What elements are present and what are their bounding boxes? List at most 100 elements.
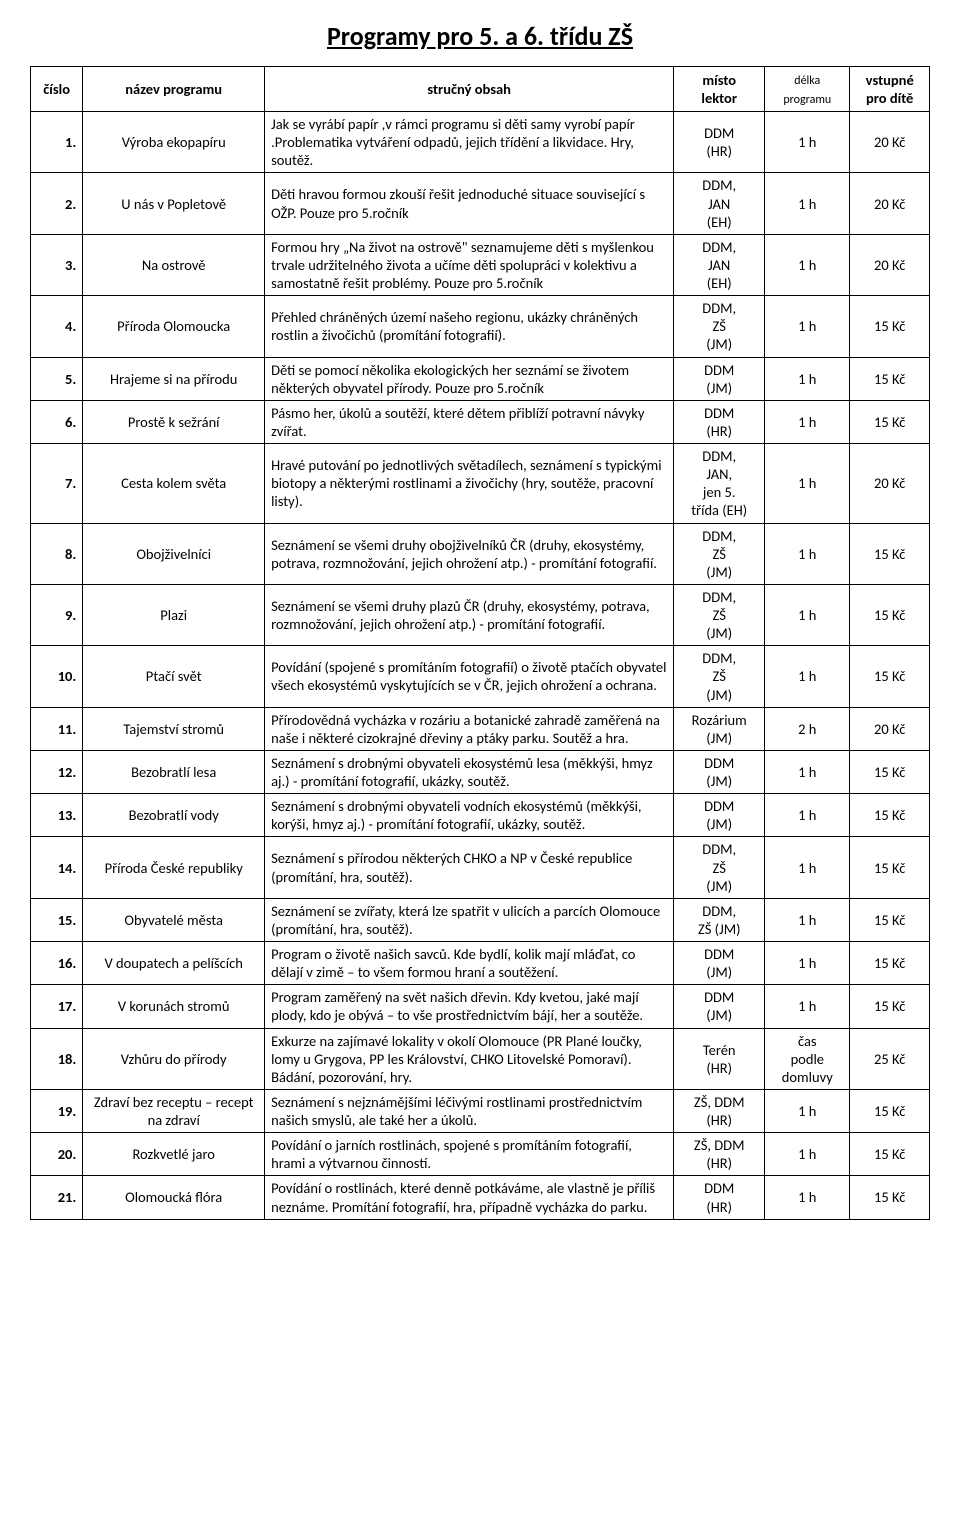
cell-num: 17. bbox=[31, 985, 83, 1028]
table-row: 7.Cesta kolem světaHravé putování po jed… bbox=[31, 444, 930, 524]
cell-name: Tajemství stromů bbox=[83, 707, 265, 750]
cell-price: 15 Kč bbox=[850, 646, 930, 707]
cell-price: 20 Kč bbox=[850, 173, 930, 234]
cell-loc: Terén(HR) bbox=[674, 1028, 765, 1089]
cell-dur: 1 h bbox=[765, 837, 850, 898]
cell-desc: Děti hravou formou zkouší řešit jednoduc… bbox=[265, 173, 674, 234]
cell-num: 3. bbox=[31, 234, 83, 295]
cell-name: Ptačí svět bbox=[83, 646, 265, 707]
cell-loc: DDM,ZŠ(JM) bbox=[674, 646, 765, 707]
cell-dur: 1 h bbox=[765, 112, 850, 173]
cell-desc: Program o životě našich savců. Kde bydlí… bbox=[265, 942, 674, 985]
cell-num: 18. bbox=[31, 1028, 83, 1089]
cell-name: U nás v Popletově bbox=[83, 173, 265, 234]
cell-price: 15 Kč bbox=[850, 584, 930, 645]
programs-table: číslo název programu stručný obsah místo… bbox=[30, 66, 930, 1220]
cell-name: Bezobratlí lesa bbox=[83, 750, 265, 793]
cell-num: 7. bbox=[31, 444, 83, 524]
cell-desc: Seznámení s drobnými obyvateli vodních e… bbox=[265, 794, 674, 837]
cell-price: 15 Kč bbox=[850, 1089, 930, 1132]
table-row: 5.Hrajeme si na příroduDěti se pomocí ně… bbox=[31, 357, 930, 400]
cell-dur: 1 h bbox=[765, 444, 850, 524]
hdr-desc: stručný obsah bbox=[265, 67, 674, 112]
cell-desc: Seznámení s přírodou některých CHKO a NP… bbox=[265, 837, 674, 898]
cell-name: Olomoucká flóra bbox=[83, 1176, 265, 1219]
cell-num: 11. bbox=[31, 707, 83, 750]
cell-desc: Povídání o rostlinách, které denně potká… bbox=[265, 1176, 674, 1219]
cell-dur: 1 h bbox=[765, 357, 850, 400]
hdr-name: název programu bbox=[83, 67, 265, 112]
cell-num: 14. bbox=[31, 837, 83, 898]
cell-price: 15 Kč bbox=[850, 837, 930, 898]
cell-loc: DDM,JAN(EH) bbox=[674, 173, 765, 234]
cell-name: V doupatech a pelíšcích bbox=[83, 942, 265, 985]
cell-name: Bezobratlí vody bbox=[83, 794, 265, 837]
cell-name: Příroda České republiky bbox=[83, 837, 265, 898]
cell-desc: Pásmo her, úkolů a soutěží, které dětem … bbox=[265, 400, 674, 443]
cell-desc: Jak se vyrábí papír ,v rámci programu si… bbox=[265, 112, 674, 173]
table-row: 12.Bezobratlí lesaSeznámení s drobnými o… bbox=[31, 750, 930, 793]
cell-num: 1. bbox=[31, 112, 83, 173]
cell-dur: 1 h bbox=[765, 584, 850, 645]
table-row: 6.Prostě k sežráníPásmo her, úkolů a sou… bbox=[31, 400, 930, 443]
cell-num: 4. bbox=[31, 296, 83, 357]
cell-loc: DDM(JM) bbox=[674, 942, 765, 985]
cell-loc: DDM,ZŠ(JM) bbox=[674, 523, 765, 584]
cell-name: Prostě k sežrání bbox=[83, 400, 265, 443]
table-row: 16.V doupatech a pelíšcíchProgram o živo… bbox=[31, 942, 930, 985]
table-row: 9.PlaziSeznámení se všemi druhy plazů ČR… bbox=[31, 584, 930, 645]
hdr-loc-1: místo bbox=[702, 71, 736, 89]
cell-loc: DDM,ZŠ(JM) bbox=[674, 584, 765, 645]
cell-loc: DDM,JAN(EH) bbox=[674, 234, 765, 295]
cell-desc: Exkurze na zajímavé lokality v okolí Olo… bbox=[265, 1028, 674, 1089]
cell-num: 8. bbox=[31, 523, 83, 584]
table-row: 20.Rozkvetlé jaroPovídání o jarních rost… bbox=[31, 1133, 930, 1176]
cell-dur: 1 h bbox=[765, 942, 850, 985]
cell-desc: Přírodovědná vycházka v rozáriu a botani… bbox=[265, 707, 674, 750]
cell-price: 15 Kč bbox=[850, 523, 930, 584]
table-header-row: číslo název programu stručný obsah místo… bbox=[31, 67, 930, 112]
cell-desc: Seznámení se všemi druhy obojživelníků Č… bbox=[265, 523, 674, 584]
hdr-price: vstupné pro dítě bbox=[850, 67, 930, 112]
cell-dur: 1 h bbox=[765, 750, 850, 793]
table-row: 4.Příroda OlomouckaPřehled chráněných úz… bbox=[31, 296, 930, 357]
cell-dur: 1 h bbox=[765, 898, 850, 941]
table-row: 8.ObojživelníciSeznámení se všemi druhy … bbox=[31, 523, 930, 584]
cell-price: 15 Kč bbox=[850, 1176, 930, 1219]
cell-price: 20 Kč bbox=[850, 234, 930, 295]
cell-price: 20 Kč bbox=[850, 707, 930, 750]
cell-name: Hrajeme si na přírodu bbox=[83, 357, 265, 400]
cell-dur: 1 h bbox=[765, 985, 850, 1028]
cell-num: 19. bbox=[31, 1089, 83, 1132]
cell-price: 15 Kč bbox=[850, 400, 930, 443]
cell-num: 16. bbox=[31, 942, 83, 985]
cell-dur: 1 h bbox=[765, 1089, 850, 1132]
table-row: 11.Tajemství stromůPřírodovědná vycházka… bbox=[31, 707, 930, 750]
table-row: 13.Bezobratlí vodySeznámení s drobnými o… bbox=[31, 794, 930, 837]
table-row: 1.Výroba ekopapíruJak se vyrábí papír ,v… bbox=[31, 112, 930, 173]
page-title: Programy pro 5. a 6. třídu ZŠ bbox=[30, 20, 930, 52]
cell-loc: ZŠ, DDM(HR) bbox=[674, 1089, 765, 1132]
cell-loc: DDM,JAN,jen 5.třída (EH) bbox=[674, 444, 765, 524]
cell-loc: ZŠ, DDM(HR) bbox=[674, 1133, 765, 1176]
cell-price: 20 Kč bbox=[850, 112, 930, 173]
cell-desc: Seznámení s drobnými obyvateli ekosystém… bbox=[265, 750, 674, 793]
cell-loc: DDM,ZŠ(JM) bbox=[674, 296, 765, 357]
cell-num: 20. bbox=[31, 1133, 83, 1176]
cell-desc: Seznámení s nejznámějšími léčivými rostl… bbox=[265, 1089, 674, 1132]
cell-price: 15 Kč bbox=[850, 942, 930, 985]
table-row: 2.U nás v PopletověDěti hravou formou zk… bbox=[31, 173, 930, 234]
cell-loc: DDM(JM) bbox=[674, 750, 765, 793]
cell-dur: 1 h bbox=[765, 234, 850, 295]
cell-dur: 2 h bbox=[765, 707, 850, 750]
hdr-dur-1: délka bbox=[794, 74, 820, 88]
table-row: 17.V korunách stromůProgram zaměřený na … bbox=[31, 985, 930, 1028]
cell-dur: časpodledomluvy bbox=[765, 1028, 850, 1089]
cell-price: 15 Kč bbox=[850, 898, 930, 941]
cell-price: 25 Kč bbox=[850, 1028, 930, 1089]
cell-num: 21. bbox=[31, 1176, 83, 1219]
cell-loc: DDM(JM) bbox=[674, 985, 765, 1028]
cell-dur: 1 h bbox=[765, 646, 850, 707]
cell-name: Vzhůru do přírody bbox=[83, 1028, 265, 1089]
cell-num: 2. bbox=[31, 173, 83, 234]
